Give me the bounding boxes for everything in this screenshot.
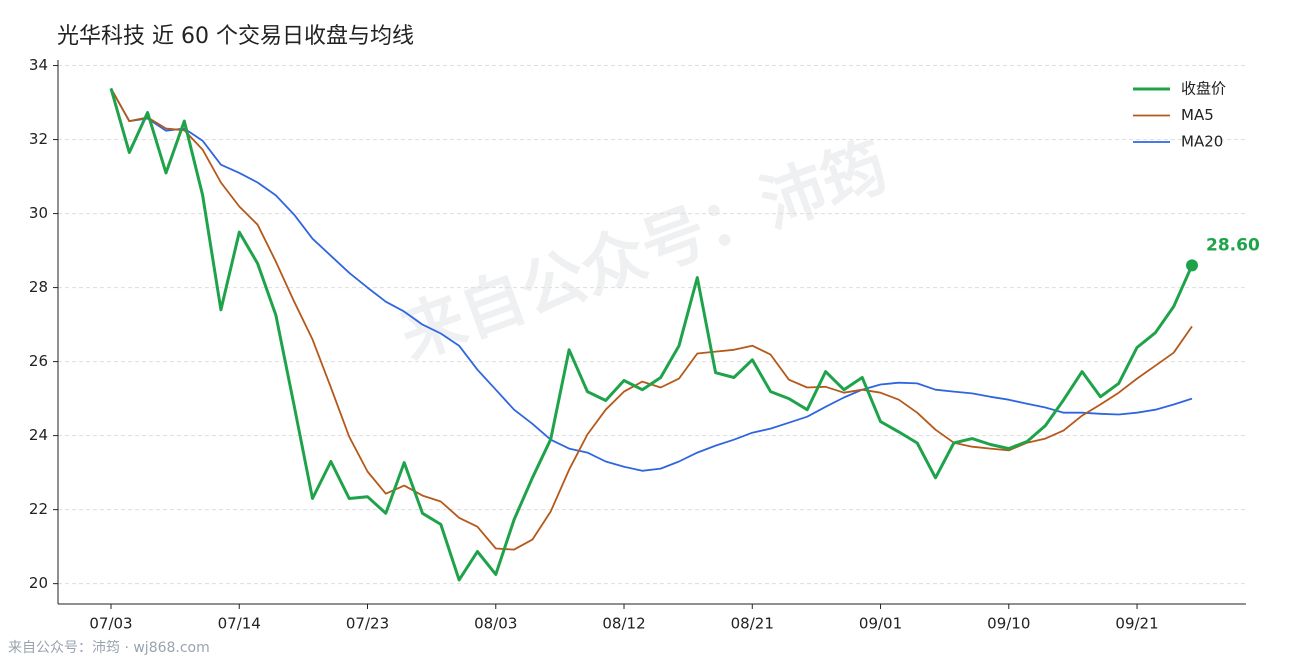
- value-label: 28.60: [1206, 235, 1260, 255]
- x-tick-label: 09/01: [859, 615, 902, 633]
- legend-label: 收盘价: [1181, 80, 1226, 98]
- end-dot: [1186, 259, 1198, 272]
- chart-title: 光华科技 近 60 个交易日收盘与均线: [57, 24, 414, 49]
- x-tick-label: 08/21: [731, 615, 774, 633]
- y-tick-label: 34: [29, 56, 48, 74]
- y-tick-label: 30: [29, 204, 48, 222]
- y-tick-label: 20: [29, 574, 48, 592]
- series-line: [110, 88, 1193, 551]
- series-line: [110, 88, 1193, 472]
- legend-label: MA20: [1181, 133, 1223, 151]
- y-tick-label: 22: [29, 500, 48, 518]
- y-tick-label: 32: [29, 130, 48, 148]
- y-tick-label: 28: [29, 278, 48, 296]
- y-tick-label: 26: [29, 352, 48, 370]
- series-line: [109, 88, 1194, 582]
- x-tick-label: 08/12: [602, 615, 645, 633]
- y-tick-label: 24: [29, 426, 48, 444]
- x-tick-label: 09/21: [1115, 615, 1158, 633]
- watermark: 来自公众号：沛筠: [391, 129, 897, 374]
- x-tick-label: 07/03: [89, 615, 132, 633]
- x-tick-label: 08/03: [474, 615, 517, 633]
- x-tick-label: 07/14: [218, 615, 261, 633]
- x-tick-label: 09/10: [987, 615, 1030, 633]
- legend-label: MA5: [1181, 106, 1214, 124]
- footer: 来自公众号：沛筠 · wj868.com: [8, 639, 210, 656]
- x-tick-label: 07/23: [346, 615, 389, 633]
